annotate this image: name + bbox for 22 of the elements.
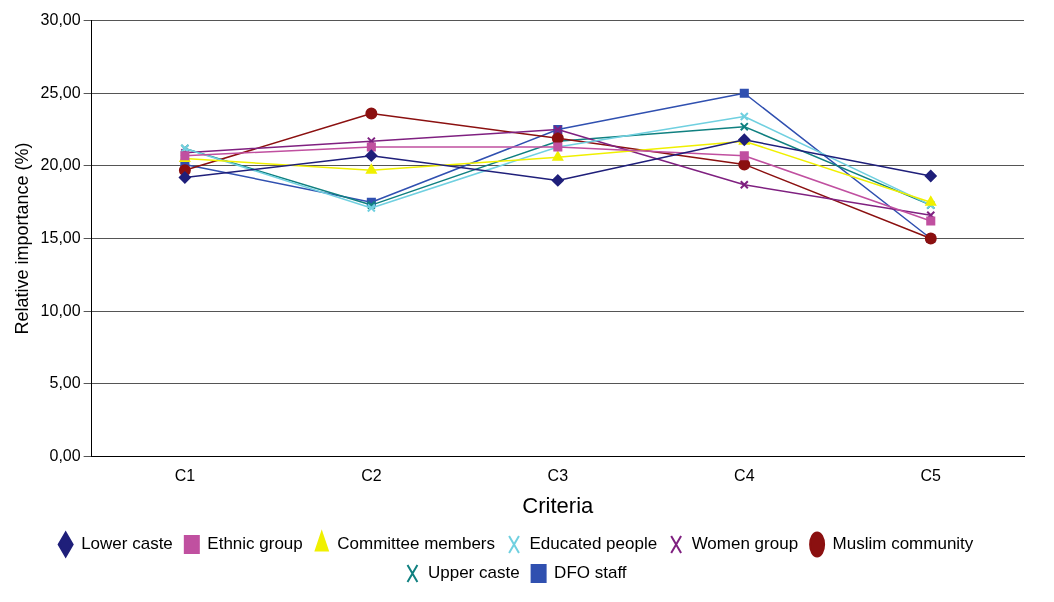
legend-label: Muslim community (832, 534, 974, 554)
x-tick-label: C1 (174, 467, 196, 485)
x-tick-label: C2 (361, 467, 382, 485)
legend-label: Women group (691, 534, 799, 554)
y-tick-label: 25,00 (40, 83, 81, 101)
y-tick-label: 0,00 (49, 446, 81, 464)
x-tick-label: C3 (547, 467, 569, 485)
y-tick-label: 30,00 (40, 11, 81, 29)
y-tick-label: 10,00 (40, 301, 81, 319)
legend-label: Upper caste (427, 563, 520, 583)
legend-label: Educated people (529, 534, 658, 554)
x-tick-label: C5 (920, 467, 942, 485)
x-tick-label: C4 (734, 467, 755, 485)
y-axis-title: Relative importance (%) (11, 142, 32, 335)
legend-label: Lower caste (81, 534, 173, 554)
x-axis-title: Criteria (522, 492, 595, 518)
legend-label: Committee members (337, 534, 496, 554)
legend-label: DFO staff (554, 563, 627, 583)
y-tick-label: 5,00 (49, 374, 81, 392)
y-tick-label: 20,00 (40, 156, 81, 174)
legend-label: Ethnic group (207, 534, 303, 554)
y-tick-label: 15,00 (40, 228, 81, 246)
